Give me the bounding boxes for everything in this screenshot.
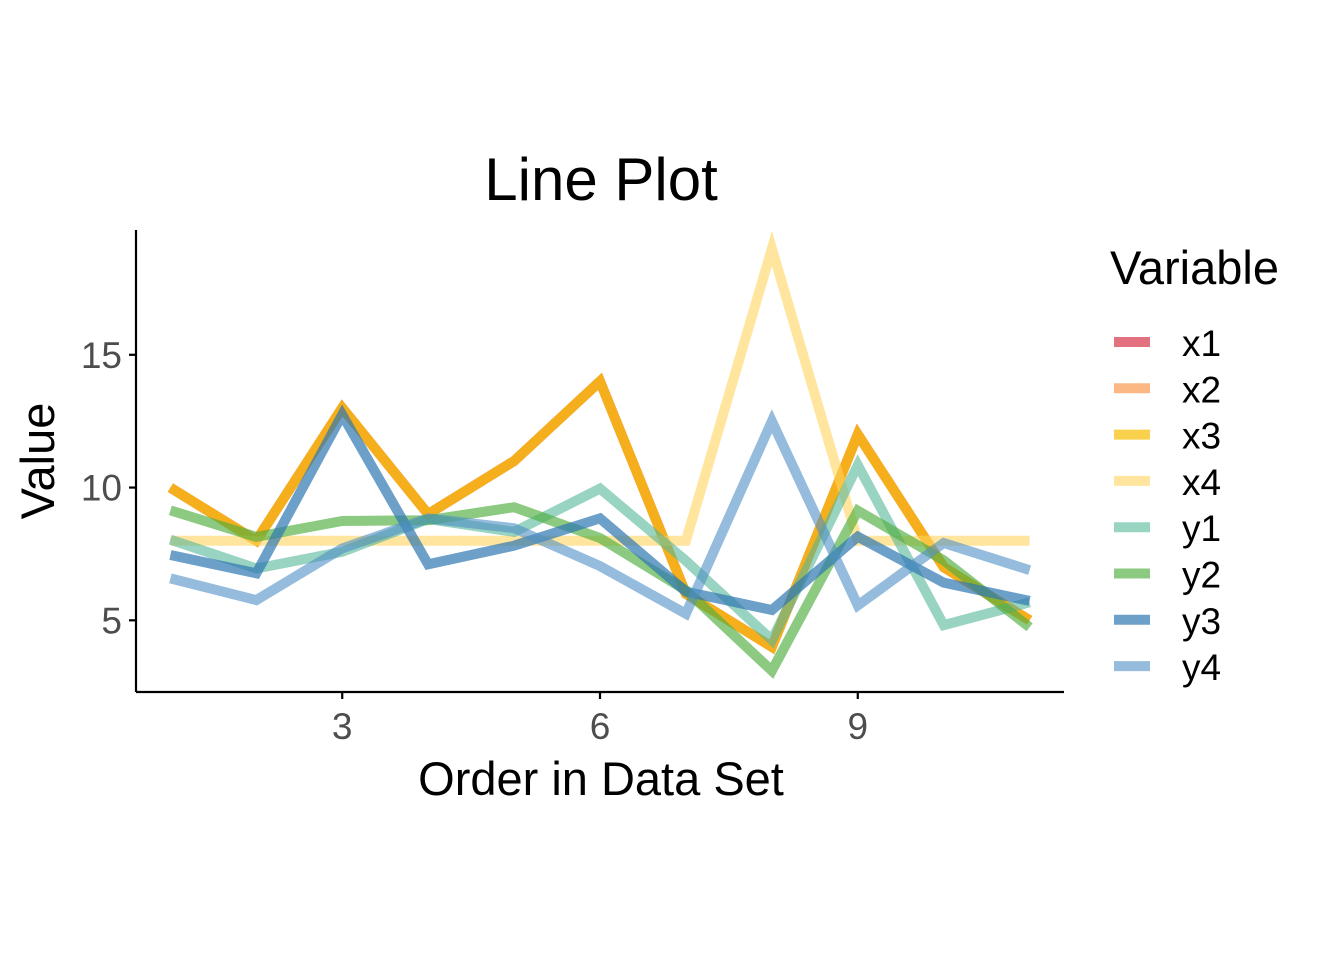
- x-tick-label: 6: [590, 706, 611, 747]
- chart-title: Line Plot: [484, 146, 718, 213]
- x-axis-ticks: 3 6 9: [332, 692, 868, 747]
- x-tick-label: 3: [332, 706, 353, 747]
- legend-label-x4: x4: [1182, 462, 1221, 503]
- series-line-y2: [168, 502, 1033, 679]
- x-axis-title: Order in Data Set: [418, 752, 784, 805]
- legend-label-y4: y4: [1182, 647, 1221, 688]
- legend-label-x2: x2: [1182, 369, 1221, 410]
- legend-label-y2: y2: [1182, 555, 1221, 596]
- series-line-x3: [167, 372, 1033, 655]
- axes: [134, 230, 1064, 694]
- legend-items: x1 x2 x3 x4 y1 y2 y3 y4: [1114, 323, 1221, 688]
- series-line-y1: [168, 454, 1031, 649]
- legend-label-x3: x3: [1182, 416, 1221, 457]
- series-line-y3: [169, 404, 1031, 616]
- legend-label-x1: x1: [1182, 323, 1221, 364]
- plot-area: [167, 230, 1033, 679]
- y-axis-title: Value: [11, 403, 64, 520]
- y-tick-label: 5: [101, 600, 122, 641]
- legend: Variable x1 x2 x3 x4 y1 y2 y3 y4: [1110, 241, 1279, 688]
- x-tick-label: 9: [847, 706, 868, 747]
- y-tick-label: 10: [81, 468, 122, 509]
- legend-label-y1: y1: [1182, 508, 1221, 549]
- y-axis-ticks: 5 10 15: [81, 335, 136, 641]
- legend-label-y3: y3: [1182, 601, 1221, 642]
- legend-title: Variable: [1110, 241, 1279, 294]
- series-line-y4: [169, 409, 1032, 621]
- y-tick-label: 15: [81, 335, 122, 376]
